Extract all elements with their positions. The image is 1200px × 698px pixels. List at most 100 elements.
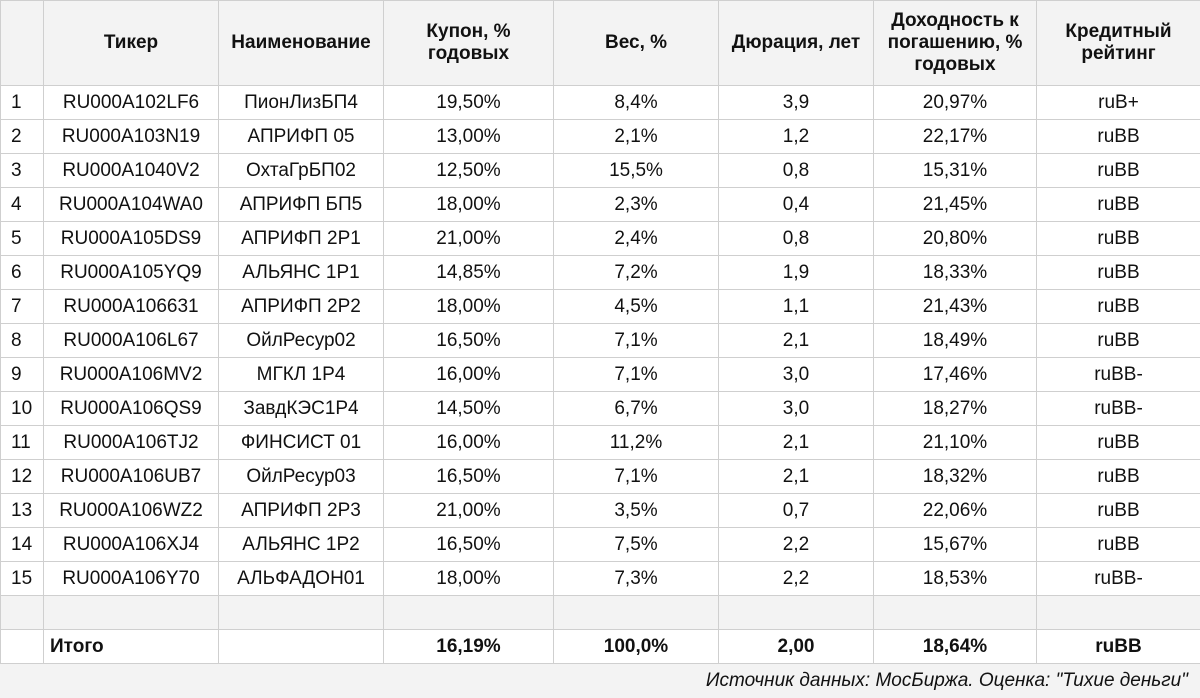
ticker-cell: RU000A106WZ2 — [43, 493, 219, 528]
duration-cell: 1,9 — [718, 255, 874, 290]
rating-cell: ruBB — [1036, 255, 1200, 290]
ticker-cell: RU000A104WA0 — [43, 187, 219, 222]
bond-table: Тикер Наименование Купон, % годовых Вес,… — [0, 0, 1200, 664]
duration-cell: 2,1 — [718, 425, 874, 460]
ytm-cell: 18,49% — [873, 323, 1037, 358]
row-index: 14 — [0, 527, 44, 562]
total-rating: ruBB — [1036, 629, 1200, 664]
ticker-cell: RU000A102LF6 — [43, 85, 219, 120]
weight-cell: 11,2% — [553, 425, 719, 460]
row-index: 1 — [0, 85, 44, 120]
total-label: Итого — [43, 629, 219, 664]
name-cell: АПРИФП 2Р2 — [218, 289, 384, 324]
coupon-cell: 21,00% — [383, 493, 554, 528]
ticker-cell: RU000A1040V2 — [43, 153, 219, 188]
name-cell: АПРИФП 2Р1 — [218, 221, 384, 256]
rating-cell: ruB+ — [1036, 85, 1200, 120]
ytm-cell: 17,46% — [873, 357, 1037, 392]
duration-cell: 3,0 — [718, 357, 874, 392]
ytm-cell: 18,27% — [873, 391, 1037, 426]
duration-cell: 2,2 — [718, 527, 874, 562]
duration-cell: 0,8 — [718, 221, 874, 256]
row-index: 3 — [0, 153, 44, 188]
rating-cell: ruBB — [1036, 527, 1200, 562]
table-row: 9 RU000A106MV2 МГКЛ 1Р4 16,00% 7,1% 3,0 17,46%… — [0, 357, 1200, 392]
name-cell: АПРИФП БП5 — [218, 187, 384, 222]
ticker-cell: RU000A106UB7 — [43, 459, 219, 494]
duration-cell: 0,4 — [718, 187, 874, 222]
row-index: 13 — [0, 493, 44, 528]
name-cell: АЛЬЯНС 1Р2 — [218, 527, 384, 562]
name-cell: АЛЬФАДОН01 — [218, 561, 384, 596]
table-row: 3 RU000A1040V2 ОхтаГрБП02 12,50% 15,5% 0,8 15,… — [0, 153, 1200, 188]
header-name: Наименование — [218, 0, 384, 86]
duration-cell: 1,2 — [718, 119, 874, 154]
name-cell: ОхтаГрБП02 — [218, 153, 384, 188]
rating-cell: ruBB — [1036, 221, 1200, 256]
coupon-cell: 18,00% — [383, 561, 554, 596]
row-index: 5 — [0, 221, 44, 256]
total-coupon: 16,19% — [383, 629, 554, 664]
ticker-cell: RU000A106XJ4 — [43, 527, 219, 562]
header-coupon: Купон, % годовых — [383, 0, 554, 86]
rating-cell: ruBB- — [1036, 357, 1200, 392]
duration-cell: 2,2 — [718, 561, 874, 596]
duration-cell: 2,1 — [718, 323, 874, 358]
weight-cell: 2,3% — [553, 187, 719, 222]
rating-cell: ruBB — [1036, 153, 1200, 188]
empty-cell — [1036, 595, 1200, 630]
duration-cell: 0,7 — [718, 493, 874, 528]
table-row: 15 RU000A106Y70 АЛЬФАДОН01 18,00% 7,3% 2,2 18,… — [0, 561, 1200, 596]
row-index: 11 — [0, 425, 44, 460]
name-cell: ФИНСИСТ 01 — [218, 425, 384, 460]
coupon-cell: 13,00% — [383, 119, 554, 154]
coupon-cell: 12,50% — [383, 153, 554, 188]
table-row: 8 RU000A106L67 ОйлРесур02 16,50% 7,1% 2,1 18,4… — [0, 323, 1200, 358]
table-row: 10 RU000A106QS9 ЗавдКЭС1Р4 14,50% 6,7% 3,0 18,… — [0, 391, 1200, 426]
ytm-cell: 15,31% — [873, 153, 1037, 188]
duration-cell: 0,8 — [718, 153, 874, 188]
table-row: 12 RU000A106UB7 ОйлРесур03 16,50% 7,1% 2,1 18,… — [0, 459, 1200, 494]
total-index-cell — [0, 629, 44, 664]
weight-cell: 7,2% — [553, 255, 719, 290]
empty-cell — [718, 595, 874, 630]
ytm-cell: 22,17% — [873, 119, 1037, 154]
row-index: 8 — [0, 323, 44, 358]
ticker-cell: RU000A106QS9 — [43, 391, 219, 426]
ytm-cell: 15,67% — [873, 527, 1037, 562]
row-index: 10 — [0, 391, 44, 426]
weight-cell: 7,3% — [553, 561, 719, 596]
coupon-cell: 14,85% — [383, 255, 554, 290]
footer-bar: Источник данных: МосБиржа. Оценка: "Тихи… — [0, 663, 1200, 698]
ytm-cell: 20,80% — [873, 221, 1037, 256]
rating-cell: ruBB — [1036, 493, 1200, 528]
ytm-cell: 21,45% — [873, 187, 1037, 222]
ytm-cell: 18,53% — [873, 561, 1037, 596]
ticker-cell: RU000A105DS9 — [43, 221, 219, 256]
empty-cell — [383, 595, 554, 630]
coupon-cell: 16,00% — [383, 425, 554, 460]
weight-cell: 4,5% — [553, 289, 719, 324]
ticker-cell: RU000A105YQ9 — [43, 255, 219, 290]
name-cell: ОйлРесур02 — [218, 323, 384, 358]
weight-cell: 2,4% — [553, 221, 719, 256]
weight-cell: 3,5% — [553, 493, 719, 528]
total-row: Итого 16,19% 100,0% 2,00 18,64% ruBB — [0, 629, 1200, 664]
table-row: 1 RU000A102LF6 ПионЛизБП4 19,50% 8,4% 3,9 20,9… — [0, 85, 1200, 120]
coupon-cell: 21,00% — [383, 221, 554, 256]
ytm-cell: 18,33% — [873, 255, 1037, 290]
header-ytm: Доходность к погашению, % годовых — [873, 0, 1037, 86]
duration-cell: 2,1 — [718, 459, 874, 494]
name-cell: АПРИФП 2Р3 — [218, 493, 384, 528]
table-row: 14 RU000A106XJ4 АЛЬЯНС 1Р2 16,50% 7,5% 2,2 15,… — [0, 527, 1200, 562]
row-index: 15 — [0, 561, 44, 596]
ytm-cell: 22,06% — [873, 493, 1037, 528]
ticker-cell: RU000A106Y70 — [43, 561, 219, 596]
ytm-cell: 18,32% — [873, 459, 1037, 494]
ticker-cell: RU000A106631 — [43, 289, 219, 324]
total-ytm: 18,64% — [873, 629, 1037, 664]
rating-cell: ruBB — [1036, 119, 1200, 154]
rating-cell: ruBB — [1036, 425, 1200, 460]
ytm-cell: 21,43% — [873, 289, 1037, 324]
